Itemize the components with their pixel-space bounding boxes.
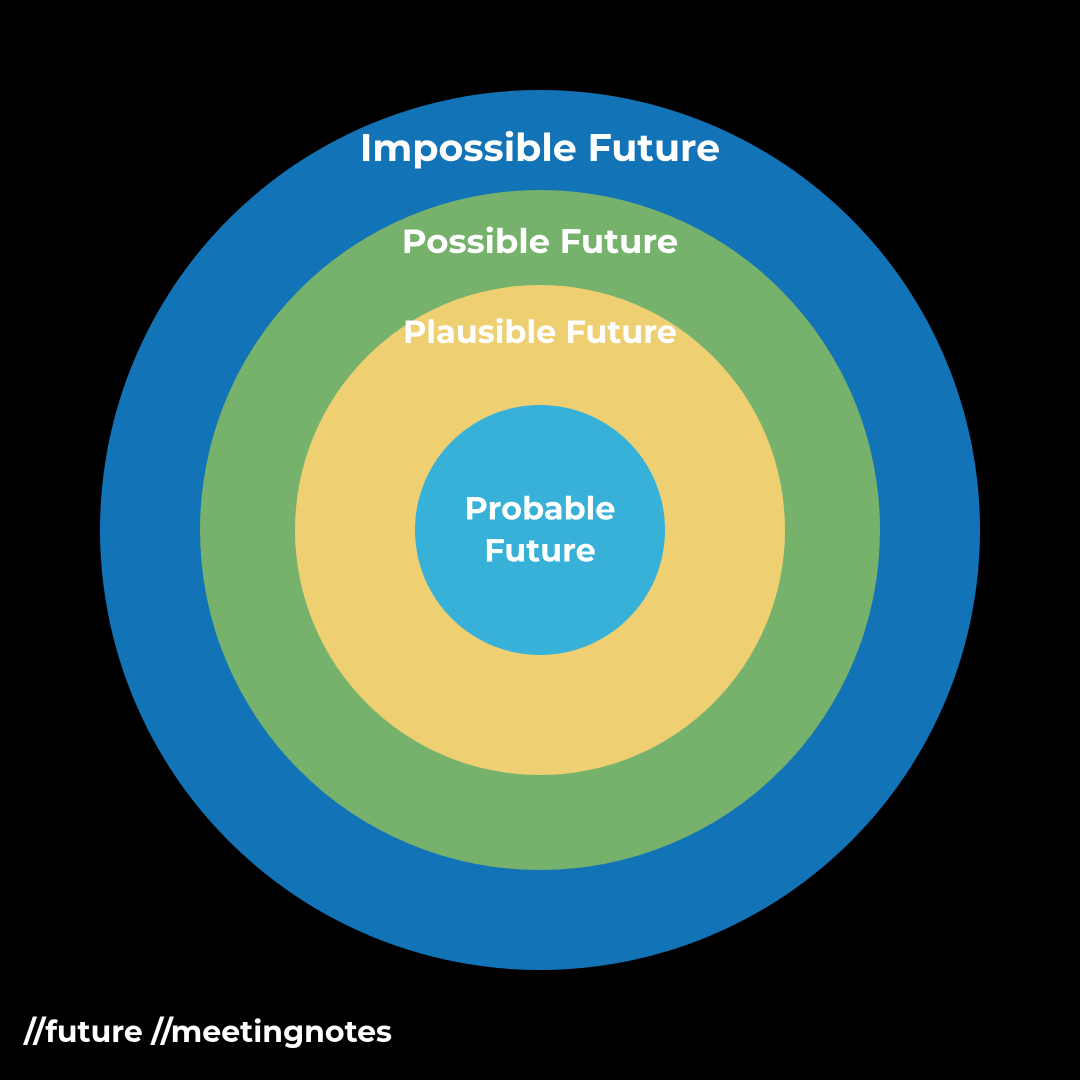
- ring-label-1: Possible Future: [200, 220, 880, 262]
- ring-label-2: Plausible Future: [295, 313, 785, 352]
- ring-3: ProbableFuture: [415, 405, 665, 655]
- ring-label-0: Impossible Future: [100, 124, 980, 171]
- ring-label-3: ProbableFuture: [464, 488, 615, 571]
- footer-tags: //future //meetingnotes: [24, 1013, 392, 1050]
